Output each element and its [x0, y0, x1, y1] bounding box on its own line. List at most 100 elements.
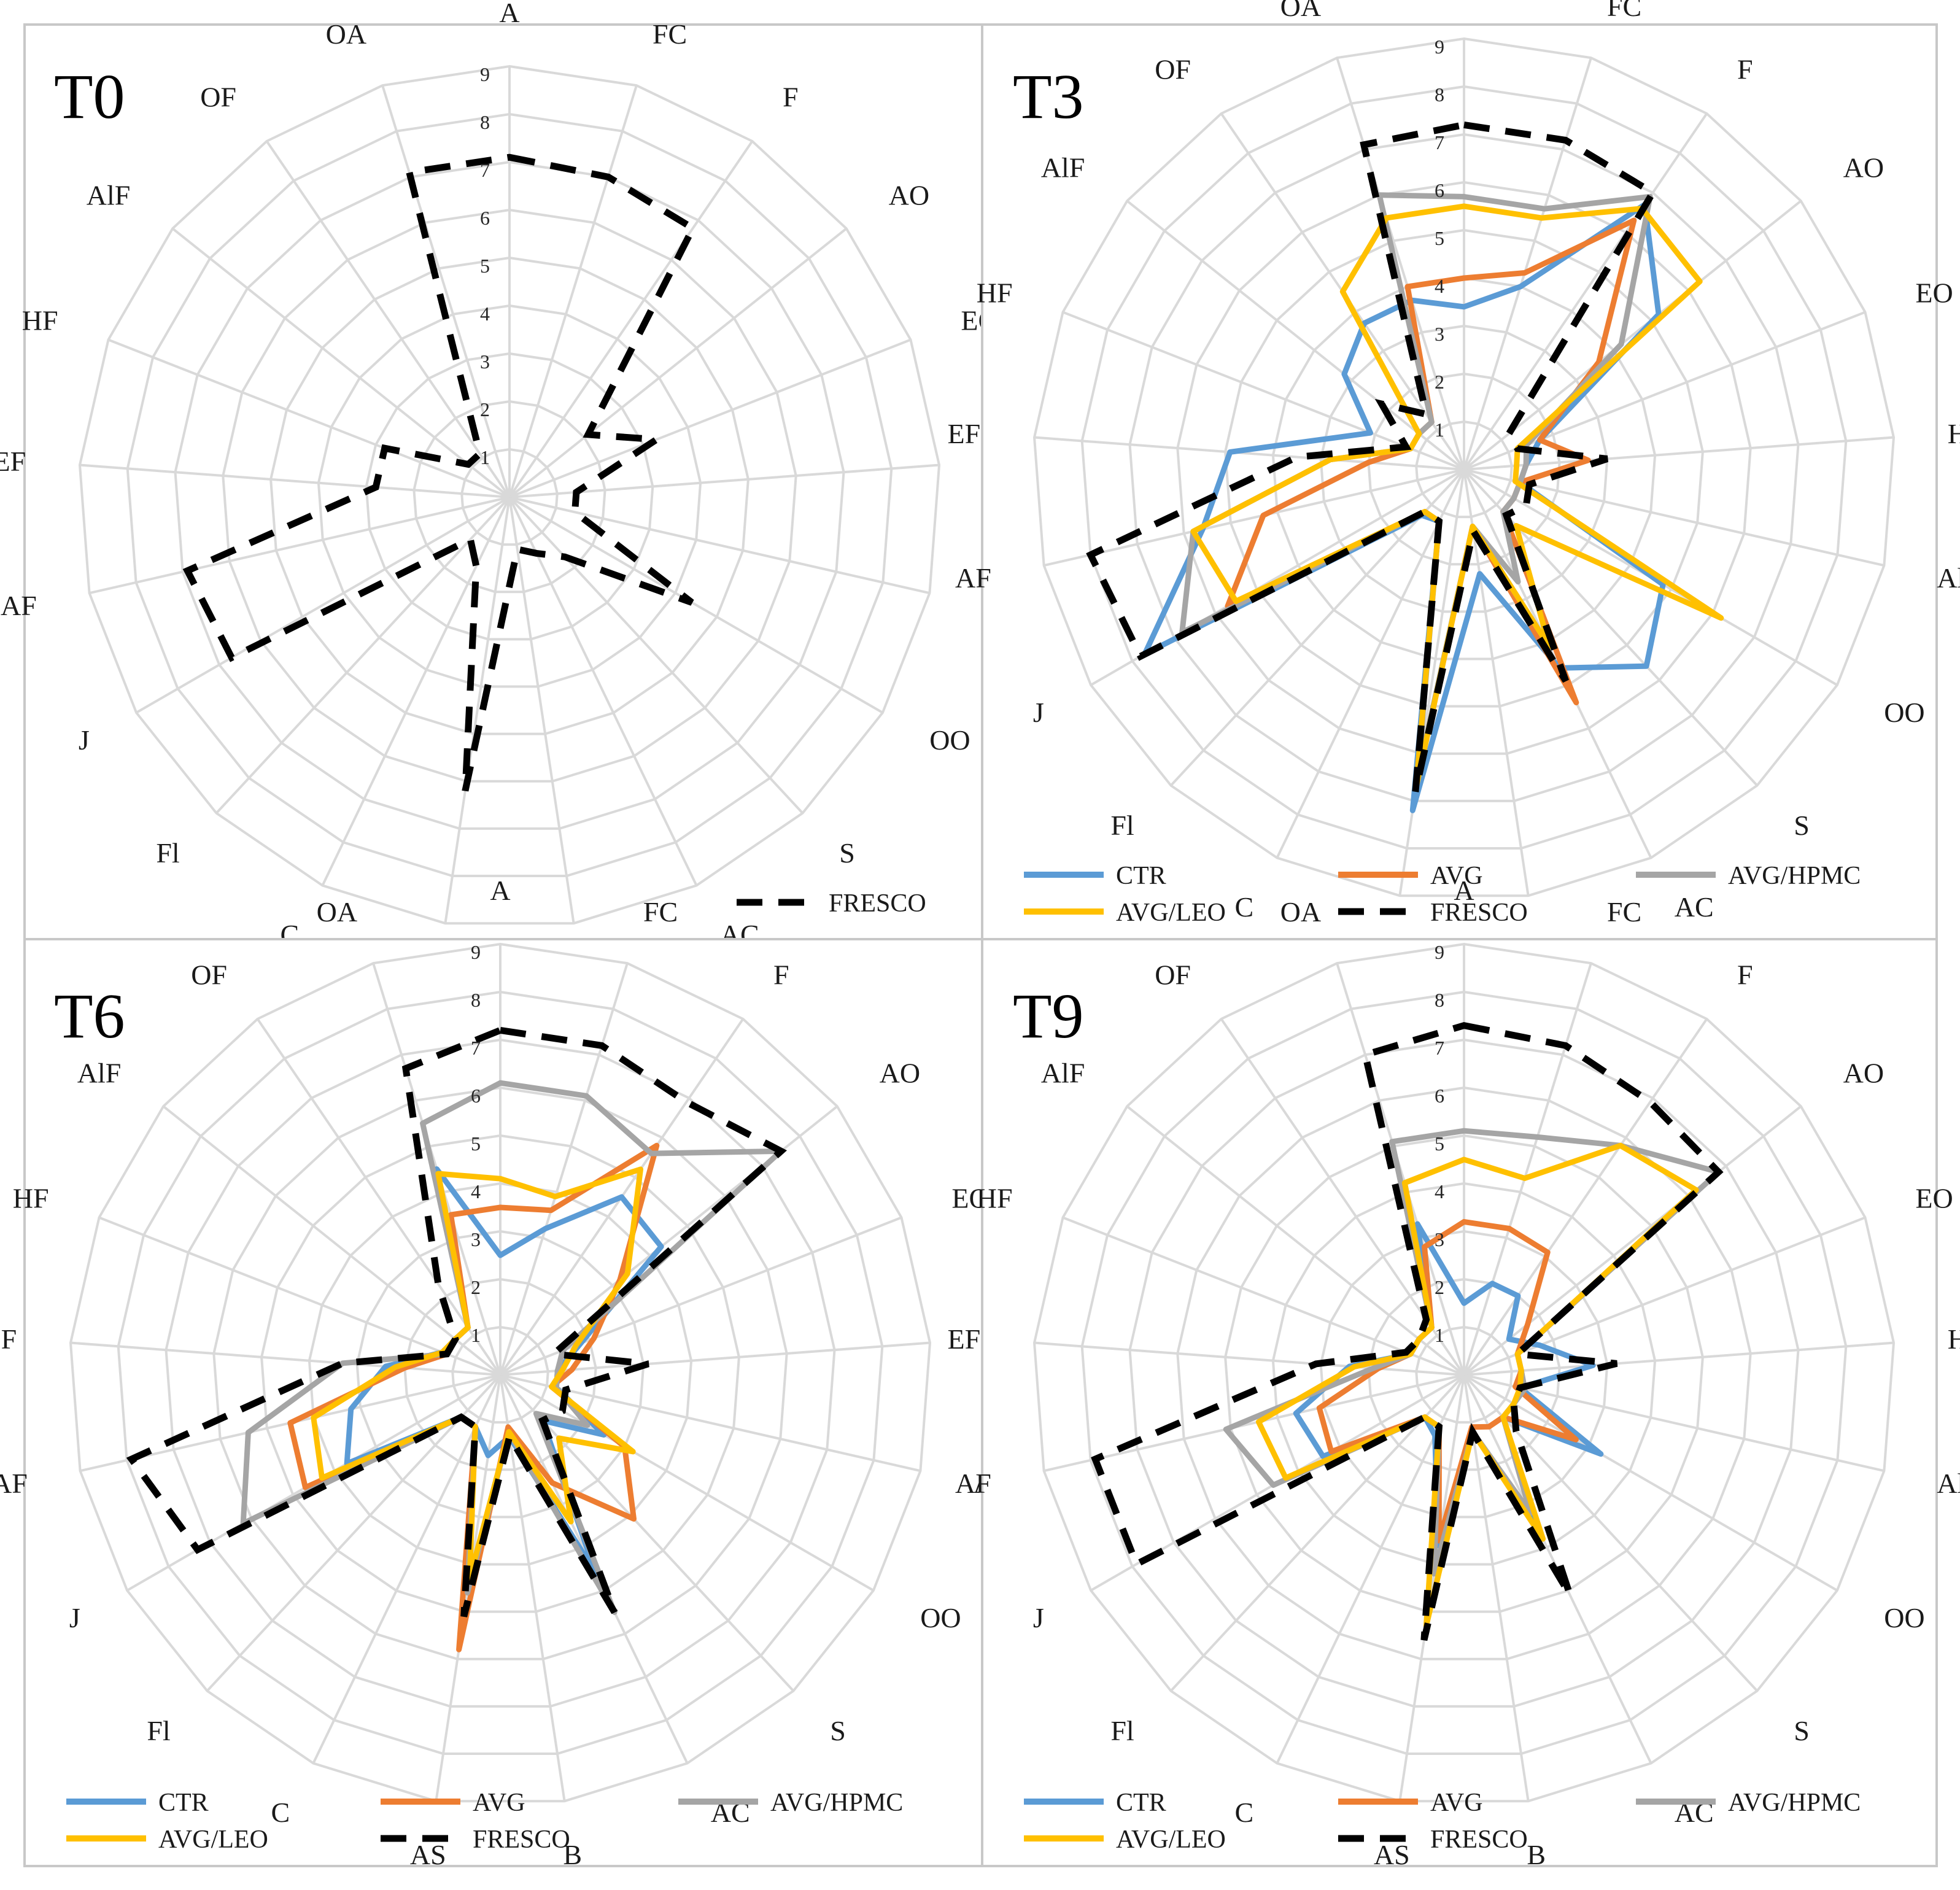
category-label-oo: OO: [929, 724, 970, 756]
category-label-f: F: [1737, 959, 1753, 990]
series-fresco: [1091, 1021, 1724, 1641]
tick-label-4: 4: [1435, 275, 1444, 297]
spoke-fc: [499, 962, 629, 1376]
category-label-c: C: [1235, 1797, 1254, 1828]
legend-label: CTR: [1116, 862, 1166, 890]
tick-label-2: 2: [1435, 371, 1444, 393]
category-label-oa: OA: [326, 18, 366, 50]
category-label-as: AS: [1374, 1839, 1410, 1870]
spoke-hf: [1062, 311, 1465, 471]
tick-label-4: 4: [1435, 1180, 1444, 1203]
grid-ring-1: [451, 1325, 549, 1424]
legend-label: AVG/HPMC: [1728, 862, 1861, 890]
spoke-alf: [1126, 199, 1465, 471]
category-label-s: S: [1794, 1715, 1810, 1746]
tick-label-4: 4: [471, 1180, 481, 1203]
grid-ring-5: [269, 256, 750, 735]
spoke-fl: [1170, 1374, 1465, 1692]
category-label-oa: OA: [317, 896, 357, 928]
grid-ring-3: [1319, 1230, 1609, 1519]
grid-ring-3: [365, 352, 654, 641]
spoke-ef: [79, 463, 510, 498]
category-label-a: A: [490, 875, 510, 906]
category-label-af: AF: [1, 590, 37, 621]
legend: CTR AVG AVG/HPMC AVG/LEO FRESCO: [1024, 862, 1861, 927]
legend-item-fresco: FRESCO: [737, 889, 926, 918]
grid-ring-7: [1128, 1038, 1800, 1708]
spoke-f: [1463, 1018, 1708, 1376]
category-label-ao: AO: [880, 1057, 920, 1088]
tick-label-6: 6: [471, 1085, 481, 1107]
panel-title: T3: [1013, 61, 1084, 132]
spoke-fc: [1463, 57, 1592, 470]
grid-ring-3: [355, 1230, 645, 1519]
category-label-ef: EF: [948, 1323, 981, 1355]
grid-ring-1: [1415, 420, 1513, 519]
spoke-b: [1463, 469, 1530, 896]
tick-label-7: 7: [471, 1037, 481, 1059]
spoke-as: [1398, 469, 1465, 896]
category-label-s: S: [1794, 810, 1810, 841]
spoke-hf: [107, 338, 510, 498]
category-label-alf: AlF: [77, 1057, 122, 1088]
category-label-alo: AlO: [1937, 562, 1960, 594]
spoke-s: [1463, 468, 1758, 786]
category-label-alf: AlF: [1041, 1057, 1085, 1088]
category-label-of: OF: [1155, 959, 1191, 990]
category-label-fl: Fl: [1110, 810, 1134, 841]
category-label-c: C: [271, 1797, 290, 1828]
panel-title: T0: [54, 61, 125, 132]
category-label-oo: OO: [1884, 1602, 1924, 1633]
series-avg-leo: [1190, 203, 1724, 790]
spoke-ef: [1034, 1341, 1465, 1376]
legend-item-avg-hpmc: AVG/HPMC: [1636, 862, 1861, 890]
category-label-ho: HO: [1948, 1323, 1960, 1355]
series-fresco: [182, 153, 698, 792]
grid-ring-5: [260, 1134, 740, 1613]
tick-label-8: 8: [1435, 83, 1444, 106]
category-label-eo: EO: [1915, 277, 1953, 308]
legend-item-avg-leo: AVG/LEO: [1024, 899, 1226, 927]
grid-ring-6: [1176, 180, 1752, 755]
legend-item-ctr: CTR: [66, 1789, 209, 1817]
spoke-ao: [508, 227, 848, 498]
legend-item-avg-hpmc: AVG/HPMC: [1636, 1789, 1861, 1817]
legend-item-ctr: CTR: [1024, 862, 1166, 890]
category-label-hf: HF: [977, 1182, 1013, 1214]
radar-grid: [78, 64, 941, 925]
spoke-c: [1276, 469, 1465, 859]
grid-ring-9: [69, 942, 932, 1803]
tick-label-9: 9: [1435, 941, 1444, 963]
legend-label: AVG: [1430, 862, 1483, 890]
legend-label: AVG/HPMC: [1728, 1789, 1861, 1817]
legend-item-fresco: FRESCO: [1338, 1826, 1528, 1854]
category-label-b: B: [563, 1839, 582, 1870]
tick-label-2: 2: [471, 1276, 481, 1298]
category-label-of: OF: [200, 81, 236, 112]
category-label-alo: AlO: [1937, 1468, 1960, 1499]
tick-label-6: 6: [480, 207, 490, 229]
legend-item-avg-leo: AVG/LEO: [1024, 1826, 1226, 1854]
grid-ring-9: [78, 64, 941, 925]
tick-label-1: 1: [1435, 1324, 1444, 1346]
radar-panel-t6: AFCFAOEOHOAlOOOSACBASCFlJAFEFHFAlFOFOA12…: [0, 875, 1025, 1870]
tick-label-1: 1: [1435, 419, 1444, 441]
category-label-a: A: [1454, 0, 1474, 1]
grid-ring-7: [165, 1038, 836, 1708]
category-label-of: OF: [191, 959, 227, 990]
legend-item-avg: AVG: [1338, 1789, 1483, 1817]
spoke-eo: [1463, 1216, 1866, 1376]
panel-title: T6: [54, 981, 125, 1052]
grid-ring-1: [460, 447, 559, 546]
category-label-hf: HF: [22, 304, 58, 336]
category-label-j: J: [79, 724, 90, 756]
grid-ring-4: [1271, 1182, 1657, 1566]
spoke-af: [1044, 1374, 1465, 1473]
grid-ring-8: [1080, 990, 1848, 1755]
tick-label-9: 9: [480, 63, 490, 85]
spoke-as: [444, 497, 511, 924]
radar-panel-t0: AFCFAOEOHOAlOOOSACBASCFlJAFEFHFAlFOFOA12…: [0, 0, 1034, 993]
legend: FRESCO: [737, 889, 926, 918]
category-label-af: AF: [0, 1468, 28, 1499]
legend-item-avg-leo: AVG/LEO: [66, 1826, 268, 1854]
